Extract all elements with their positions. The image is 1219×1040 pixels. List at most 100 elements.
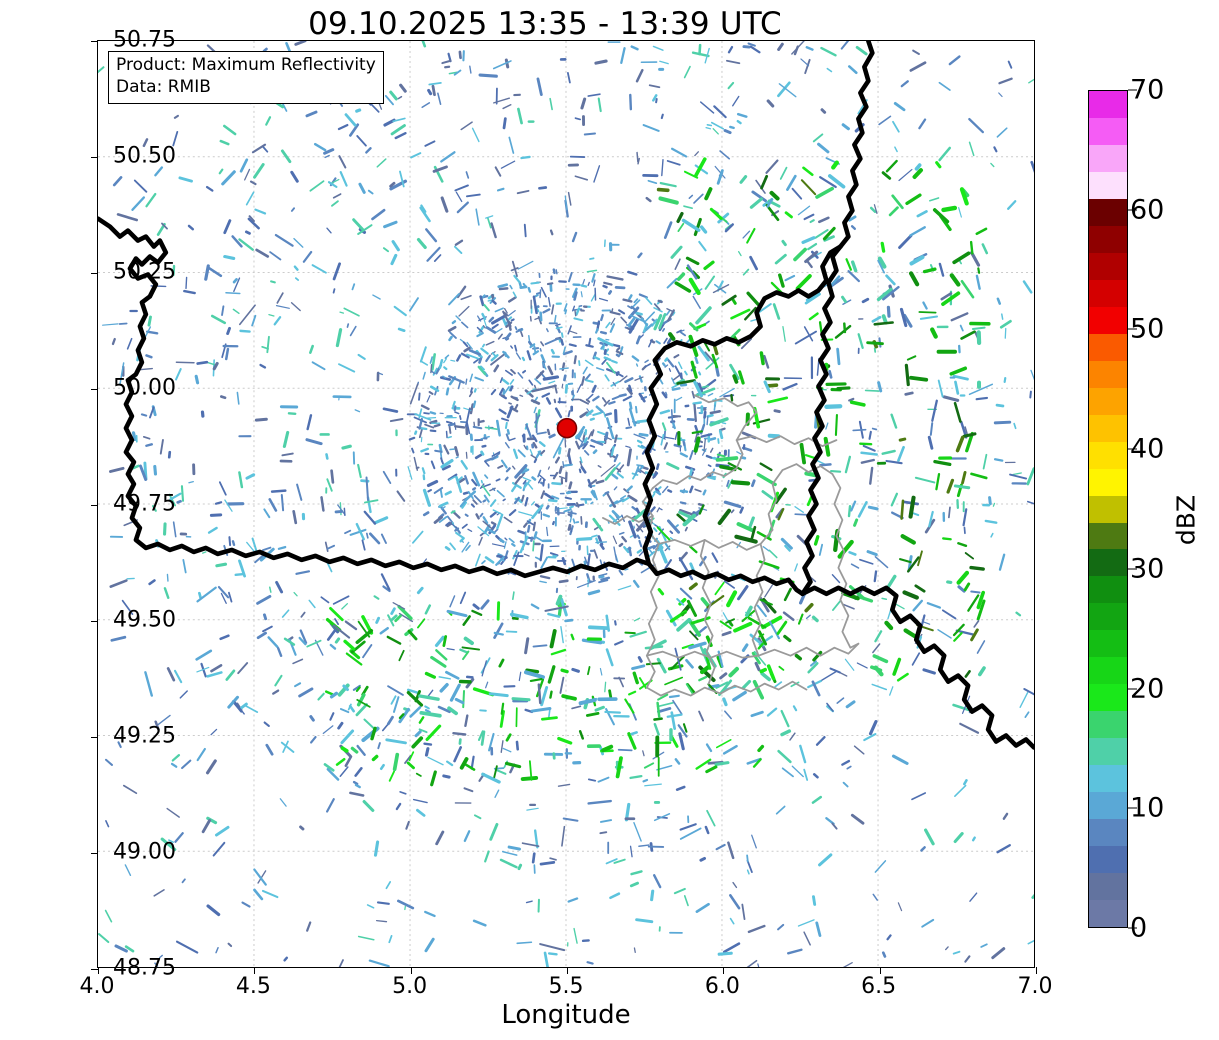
echo-streak <box>680 611 687 616</box>
echo-streak <box>942 537 952 541</box>
echo-streak <box>557 736 573 745</box>
echo-streak <box>721 294 737 306</box>
echo-streak <box>636 521 646 532</box>
echo-streak <box>598 579 609 584</box>
echo-streak <box>998 92 1003 98</box>
echo-streak <box>698 43 702 56</box>
echo-streak <box>584 359 594 367</box>
echo-streak <box>98 66 105 74</box>
echo-streak <box>545 397 552 405</box>
echo-streak <box>616 346 621 351</box>
echo-streak <box>723 580 735 589</box>
echo-streak <box>690 360 698 379</box>
echo-streak <box>514 476 522 485</box>
echo-streak <box>581 638 603 645</box>
echo-streak <box>365 147 372 154</box>
colorbar-tick-mark <box>1128 328 1137 330</box>
echo-streak <box>469 65 472 74</box>
echo-streak <box>777 749 792 764</box>
echo-streak <box>638 465 645 472</box>
echo-streak <box>110 635 127 642</box>
echo-streak <box>196 586 217 603</box>
echo-streak <box>465 378 468 385</box>
echo-streak <box>777 923 785 931</box>
echo-streak <box>504 332 512 341</box>
echo-streak <box>975 227 988 236</box>
echo-streak <box>259 363 267 369</box>
echo-streak <box>493 631 504 636</box>
echo-streak <box>975 274 981 290</box>
echo-streak <box>841 759 851 766</box>
echo-streak <box>600 464 616 477</box>
echo-streak <box>655 490 662 496</box>
echo-streak <box>392 602 406 610</box>
echo-streak <box>964 552 975 560</box>
echo-streak <box>342 684 349 692</box>
echo-streak <box>645 323 653 331</box>
echo-streak <box>406 688 419 694</box>
echo-streak <box>952 251 971 265</box>
echo-streak <box>390 253 398 266</box>
echo-streak <box>848 215 857 222</box>
echo-streak <box>463 830 471 843</box>
echo-streak <box>765 203 780 222</box>
echo-streak <box>752 758 762 768</box>
echo-streak <box>539 580 547 584</box>
echo-streak <box>930 327 938 339</box>
echo-streak <box>709 207 723 220</box>
echo-streak <box>338 155 347 169</box>
echo-streak <box>575 440 581 450</box>
echo-streak <box>670 147 688 158</box>
echo-streak <box>778 83 797 98</box>
echo-streak <box>711 552 719 563</box>
echo-streak <box>687 618 702 637</box>
echo-streak <box>768 549 778 559</box>
echo-streak <box>954 380 960 395</box>
echo-streak <box>133 179 148 193</box>
x-tick-mark <box>410 967 412 974</box>
echo-streak <box>628 318 639 334</box>
echo-streak <box>491 352 497 358</box>
echo-streak <box>842 781 849 788</box>
echo-streak <box>871 427 878 431</box>
echo-streak <box>505 467 511 473</box>
echo-streak <box>819 463 832 467</box>
echo-streak <box>306 639 322 648</box>
echo-streak <box>555 594 563 606</box>
echo-streak <box>504 537 508 541</box>
echo-streak <box>505 369 513 376</box>
echo-streak <box>430 364 433 374</box>
echo-streak <box>416 586 424 595</box>
echo-streak <box>652 543 659 550</box>
echo-streak <box>811 615 819 623</box>
echo-streak <box>667 519 681 534</box>
echo-streak <box>561 694 577 701</box>
echo-streak <box>105 820 110 828</box>
echo-streak <box>357 224 373 235</box>
echo-streak <box>458 476 463 481</box>
echo-streak <box>236 391 240 405</box>
echo-streak <box>627 317 636 327</box>
echo-streak <box>746 854 749 863</box>
echo-streak <box>443 358 448 364</box>
echo-streak <box>970 251 981 267</box>
echo-streak <box>503 516 513 524</box>
colorbar-band <box>1089 144 1127 172</box>
echo-streak <box>669 537 674 541</box>
echo-streak <box>747 42 756 47</box>
echo-streak <box>385 738 407 745</box>
echo-streak <box>730 393 734 402</box>
echo-streak <box>310 735 317 744</box>
echo-streak <box>202 551 207 554</box>
echo-streak <box>631 664 646 670</box>
colorbar-tick-mark <box>1128 209 1137 211</box>
echo-streak <box>557 783 571 787</box>
echo-streak <box>1003 376 1007 383</box>
echo-streak <box>656 187 670 193</box>
echo-streak <box>628 408 637 427</box>
echo-streak <box>712 128 719 135</box>
echo-streak <box>182 558 187 574</box>
echo-streak <box>692 295 701 309</box>
echo-streak <box>440 506 446 510</box>
echo-streak <box>281 452 294 457</box>
